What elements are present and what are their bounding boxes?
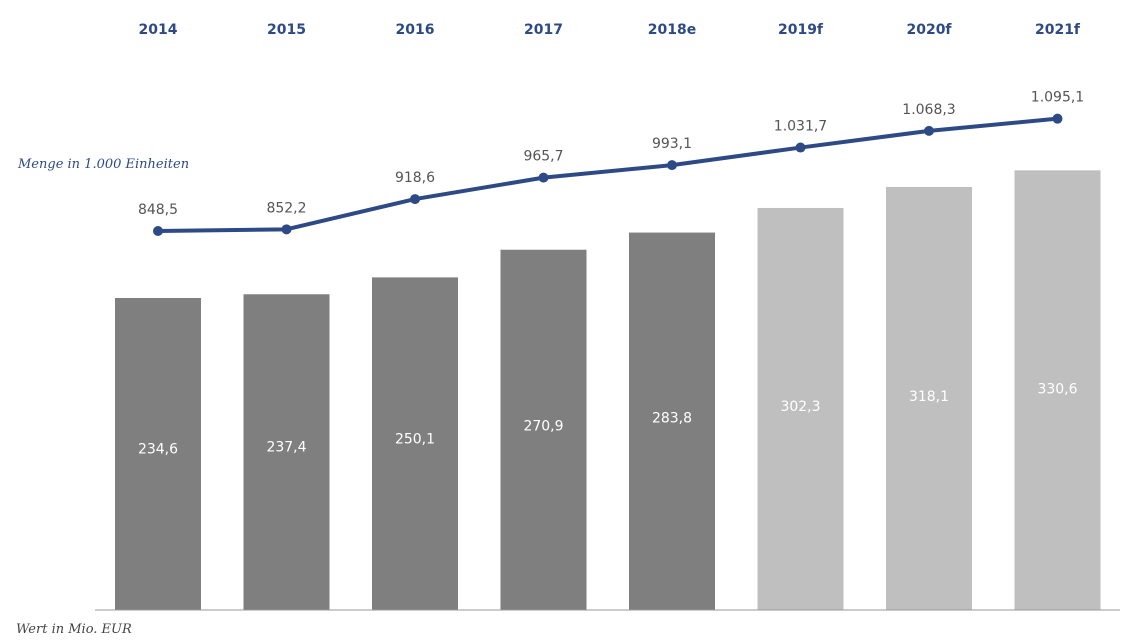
value-bar: [372, 277, 458, 610]
value-bar: [1014, 170, 1101, 610]
bar-value-label: 270,9: [523, 419, 563, 435]
quantity-point: [1052, 113, 1063, 124]
bar-value-label: 318,1: [909, 389, 949, 405]
quantity-value-label: 1.068,3: [902, 102, 955, 118]
quantity-point: [538, 172, 549, 183]
value-bar: [886, 186, 972, 610]
value-bar: [115, 298, 201, 610]
year-label: 2020f: [906, 22, 952, 38]
quantity-value-label: 848,5: [138, 202, 178, 218]
value-bar: [629, 232, 715, 610]
bar-value-label: 237,4: [266, 440, 306, 456]
quantity-point: [924, 125, 934, 136]
year-labels: 2014 2015 2016 2017 2018e 2019f 2020f 2021f: [139, 22, 1081, 38]
quantity-value-label: 1.095,1: [1031, 90, 1084, 106]
quantity-value-label: 852,2: [266, 200, 306, 216]
quantity-line: [157, 116, 1058, 233]
value-bar: [500, 249, 587, 610]
bar-axis-note: Wert in Mio. EUR: [16, 622, 132, 637]
bar-value-label: 250,1: [395, 432, 435, 448]
quantity-point: [795, 142, 806, 153]
year-label: 2015: [267, 22, 306, 38]
quantity-point: [281, 224, 292, 235]
year-label: 2017: [524, 22, 563, 38]
quantity-value-label: 1.031,7: [774, 119, 827, 135]
bar-value-label: 302,3: [780, 399, 820, 415]
bar-value-label: 330,6: [1037, 381, 1077, 397]
year-label: 2018e: [648, 22, 696, 38]
year-label: 2021f: [1035, 22, 1081, 38]
quantity-value-label: 993,1: [652, 136, 692, 152]
quantity-value-label: 918,6: [395, 170, 435, 186]
line-series: 848,5 852,2 918,6 965,7 993,1 1.031,7 1.068,3 1…: [138, 90, 1084, 236]
quantity-point: [667, 160, 677, 171]
year-label: 2014: [139, 22, 178, 38]
line-legend: Menge in 1.000 Einheiten: [17, 157, 189, 172]
value-bar: [757, 207, 844, 611]
bar-value-label: 234,6: [138, 441, 178, 457]
quantity-value-label: 965,7: [523, 149, 563, 165]
quantity-point: [153, 226, 163, 236]
year-label: 2019f: [778, 22, 824, 38]
quantity-point: [410, 194, 420, 205]
bar-value-label: 283,8: [652, 411, 692, 427]
year-label: 2016: [396, 22, 435, 38]
bar-series: 234,6 237,4 250,1 270,9 283,8 302,3 318,1 330,6: [115, 170, 1101, 611]
value-bar: [243, 294, 330, 610]
